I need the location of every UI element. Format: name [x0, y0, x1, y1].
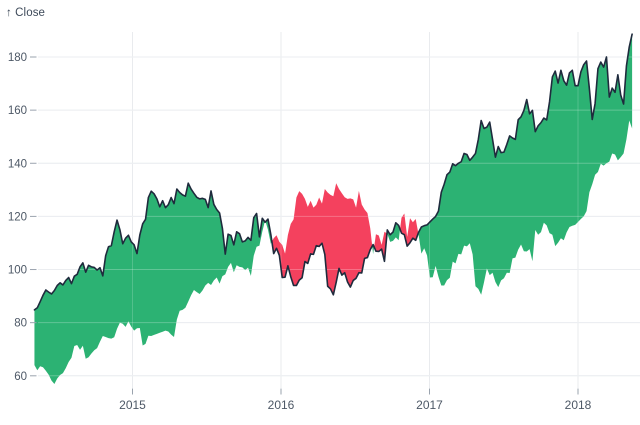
- difference-bands: [34, 34, 633, 385]
- band-below-year-ago: [271, 183, 373, 295]
- y-tick-label: 120: [8, 211, 27, 223]
- band-above-year-ago: [34, 183, 265, 385]
- close-line: [33, 33, 633, 311]
- band-above-year-ago: [265, 219, 272, 244]
- y-tick-label: 160: [8, 105, 27, 117]
- y-tick-label: 180: [8, 52, 27, 64]
- y-tick-label: 80: [14, 318, 27, 330]
- x-tick-label: 2018: [565, 398, 592, 412]
- x-tick-label: 2015: [119, 398, 146, 412]
- gridline-overlay: [38, 32, 640, 388]
- y-axis: 60 80 100 120 140 160 180: [8, 52, 37, 383]
- band-below-year-ago: [374, 231, 387, 262]
- y-axis-title: ↑ Close: [6, 7, 46, 19]
- x-axis: 2015 2016 2017 2018: [119, 388, 592, 412]
- band-below-year-ago: [400, 213, 419, 247]
- x-tick-label: 2016: [268, 398, 295, 412]
- x-tick-label: 2017: [416, 398, 443, 412]
- band-above-year-ago: [418, 34, 633, 295]
- close-price-line: [33, 33, 633, 311]
- y-tick-label: 60: [14, 371, 27, 383]
- y-tick-label: 100: [8, 265, 27, 277]
- y-tick-label: 140: [8, 158, 27, 170]
